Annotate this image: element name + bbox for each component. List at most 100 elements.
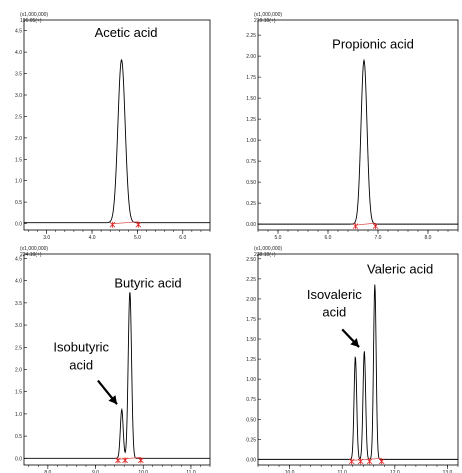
x-tick-label: 9.0 (92, 470, 99, 473)
chromatogram-panel: (x1,000,000)196.05(+) 0.0 0.5 1.0 1.5 2.0 2.5 3… (15, 12, 211, 241)
integration-marker (378, 458, 385, 465)
y-tick-label: 0.25 (246, 201, 256, 207)
y-tick-label: 1.00 (246, 138, 256, 144)
chart-header-label: (x1,000,000) (20, 246, 48, 252)
compound-label: Valeric acid (367, 261, 433, 276)
y-tick-label: 4.5 (15, 256, 22, 262)
integration-marker (122, 457, 128, 464)
chart-header-label: 224.10(+) (20, 252, 42, 258)
x-tick-label: 11.0 (338, 470, 348, 473)
integration-baseline (112, 221, 139, 225)
compound-label: Isobutyric (53, 340, 109, 355)
integration-marker (135, 221, 142, 228)
y-tick-label: 1.00 (246, 377, 256, 383)
compound-label: Propionic acid (332, 37, 414, 52)
y-tick-label: 1.25 (246, 117, 256, 123)
integration-marker (115, 457, 121, 464)
compound-label: acid (69, 357, 93, 372)
integration-marker (366, 458, 373, 465)
y-tick-label: 1.5 (15, 390, 22, 396)
plot-frame (23, 19, 211, 231)
x-tick-label: 3.0 (43, 235, 50, 241)
compound-label: Isovaleric (307, 287, 362, 302)
integration-marker (352, 223, 359, 230)
chromatogram-panel: (x1,000,000)224.10(+) 0.0 0.5 1.0 1.5 2.0 2.5 3… (15, 246, 211, 473)
integration-baseline (351, 457, 382, 461)
chart-header-label: 210.10(+) (254, 18, 276, 24)
y-tick-label: 2.00 (246, 54, 256, 60)
y-tick-label: 0.0 (15, 222, 22, 228)
x-tick-label: 8.0 (44, 470, 51, 473)
arrow-head (108, 395, 117, 405)
x-tick-label: 11.0 (186, 470, 196, 473)
compound-label: Butyric acid (114, 275, 181, 290)
plot-frame (23, 253, 211, 466)
y-tick-label: 0.00 (246, 222, 256, 228)
chromatogram-trace (258, 58, 458, 225)
x-tick-label: 4.0 (89, 235, 96, 241)
x-tick-label: 6.0 (179, 235, 186, 241)
x-tick-label: 8.0 (425, 235, 432, 241)
integration-baseline (355, 222, 376, 226)
x-tick-label: 5.0 (275, 235, 282, 241)
y-tick-label: 2.5 (15, 345, 22, 351)
y-tick-label: 1.25 (246, 357, 256, 363)
y-tick-label: 1.75 (246, 75, 256, 81)
compound-label: Acetic acid (95, 25, 158, 40)
x-tick-label: 6.0 (325, 235, 332, 241)
chromatogram-trace (24, 58, 210, 224)
y-tick-label: 1.75 (246, 317, 256, 323)
integration-marker (138, 457, 144, 464)
y-tick-label: 2.0 (15, 367, 22, 373)
y-tick-label: 2.0 (15, 136, 22, 142)
y-tick-label: 2.00 (246, 297, 256, 303)
y-tick-label: 0.00 (246, 457, 256, 463)
integration-baseline (117, 456, 141, 460)
x-tick-label: 5.0 (134, 235, 141, 241)
y-tick-label: 3.5 (15, 72, 22, 78)
y-tick-label: 0.75 (246, 159, 256, 165)
chromatogram-trace (258, 284, 458, 460)
x-tick-label: 10.0 (138, 470, 148, 473)
chromatogram-trace (24, 292, 210, 459)
x-tick-label: 10.0 (285, 470, 295, 473)
chromatogram-panel: (x1,000,000)210.10(+) 0.00 0.25 0.50 0.75 1.0… (246, 12, 459, 241)
y-tick-label: 1.0 (15, 179, 22, 185)
integration-marker (109, 221, 116, 228)
chart-header-label: (x1,000,000) (20, 12, 48, 18)
compound-label: acid (322, 305, 346, 320)
plot-frame (257, 253, 459, 466)
chart-header-label: (x1,000,000) (254, 246, 282, 252)
y-tick-label: 3.0 (15, 323, 22, 329)
y-tick-label: 2.25 (246, 277, 256, 283)
chart-header-label: 196.05(+) (20, 18, 42, 24)
y-tick-label: 4.5 (15, 29, 22, 35)
arrow-head (350, 338, 360, 348)
integration-marker (348, 458, 355, 465)
y-tick-label: 4.0 (15, 50, 22, 56)
chart-header-label: (x1,000,000) (254, 12, 282, 18)
x-tick-label: 7.0 (375, 235, 382, 241)
integration-marker (372, 223, 379, 230)
y-tick-label: 0.5 (15, 434, 22, 440)
y-tick-label: 1.50 (246, 337, 256, 343)
chart-header-label: 238.10(+) (254, 252, 276, 258)
y-tick-label: 2.5 (15, 114, 22, 120)
y-tick-label: 0.50 (246, 417, 256, 423)
chromatogram-panel: (x1,000,000)238.10(+) 0.00 0.25 0.50 0.75 1.0… (246, 246, 459, 473)
y-tick-label: 0.75 (246, 397, 256, 403)
y-tick-label: 1.5 (15, 157, 22, 163)
y-tick-label: 0.0 (15, 456, 22, 462)
integration-marker (357, 458, 364, 465)
y-tick-label: 4.0 (15, 279, 22, 285)
y-tick-label: 0.5 (15, 200, 22, 206)
x-tick-label: 12.0 (390, 470, 400, 473)
y-tick-label: 1.50 (246, 96, 256, 102)
x-tick-label: 13.0 (443, 470, 453, 473)
y-tick-label: 3.5 (15, 301, 22, 307)
y-tick-label: 3.0 (15, 93, 22, 99)
y-tick-label: 2.50 (246, 257, 256, 263)
y-tick-label: 0.25 (246, 437, 256, 443)
y-tick-label: 1.0 (15, 412, 22, 418)
